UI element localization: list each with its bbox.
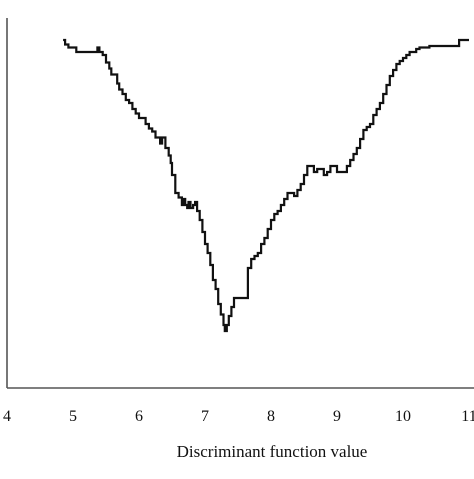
x-tick-label: 8: [267, 408, 275, 425]
x-tick-label: 5: [69, 408, 77, 425]
series-line: [63, 38, 469, 333]
x-tick-labels: 4 5 6 7 8 9 10 11: [3, 408, 474, 425]
x-tick-label: 9: [333, 408, 341, 425]
x-axis-label: Discriminant function value: [177, 442, 368, 461]
x-tick-label: 10: [395, 408, 411, 425]
x-tick-label: 11: [461, 408, 474, 425]
x-tick-label: 6: [135, 408, 143, 425]
x-tick-label: 4: [3, 408, 11, 425]
x-tick-label: 7: [201, 408, 209, 425]
